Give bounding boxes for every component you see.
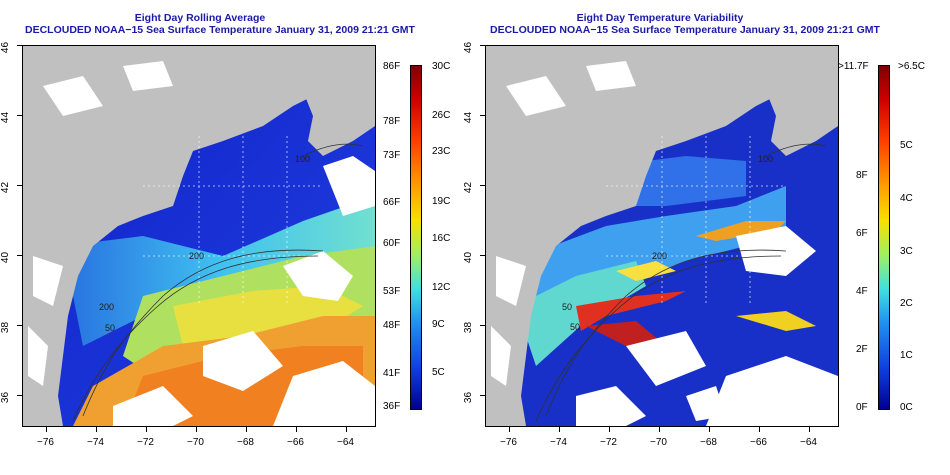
right-panel-title-line1: Eight Day Temperature Variability [576, 12, 744, 24]
right-cb-f-8: 8F [856, 170, 868, 181]
right-contour-label-100: 100 [758, 154, 773, 164]
right-x-tick-66: −66 [750, 437, 767, 448]
left-sst-map-image: 100 200 200 50 [23, 46, 375, 426]
right-y-tick-40: 40 [463, 251, 475, 264]
right-cb-f-2: 2F [856, 344, 868, 355]
right-contour-label-50b: 50 [570, 322, 580, 332]
left-cb-f-86: 86F [383, 61, 401, 72]
left-panel-title-line2: DECLOUDED NOAA−15 Sea Surface Temperatur… [25, 24, 415, 36]
right-x-tick-70: −70 [650, 437, 667, 448]
left-x-tick-64: −64 [337, 437, 354, 448]
right-variability-map: 100 200 50 50 [485, 45, 839, 427]
right-contour-label-200: 200 [652, 251, 667, 261]
right-y-tick-44: 44 [463, 111, 475, 124]
left-sst-map: 100 200 200 50 [22, 45, 376, 427]
right-cb-c-3: 3C [900, 246, 913, 257]
left-cb-f-66: 66F [383, 197, 401, 208]
left-y-tick-44: 44 [0, 111, 12, 124]
left-contour-label-50: 50 [105, 323, 115, 333]
right-y-tick-42: 42 [463, 181, 475, 194]
right-x-tick-64: −64 [800, 437, 817, 448]
left-cb-c-16: 16C [432, 233, 451, 244]
right-x-tick-76: −76 [500, 437, 517, 448]
right-y-tick-46: 46 [463, 41, 475, 54]
left-panel-title-line1: Eight Day Rolling Average [134, 12, 266, 24]
right-cb-c-0: 0C [900, 402, 913, 413]
left-x-tick-66: −66 [287, 437, 304, 448]
left-x-tick-70: −70 [187, 437, 204, 448]
right-contour-label-50: 50 [562, 302, 572, 312]
left-cb-c-30: 30C [432, 61, 451, 72]
right-cb-f-0: 0F [856, 402, 868, 413]
left-cb-c-19: 19C [432, 196, 451, 207]
left-y-tick-40: 40 [0, 251, 12, 264]
left-x-tick-68: −68 [237, 437, 254, 448]
right-y-tick-36: 36 [463, 391, 475, 404]
right-variability-map-image: 100 200 50 50 [486, 46, 838, 426]
right-x-tick-68: −68 [700, 437, 717, 448]
left-y-tick-46: 46 [0, 41, 12, 54]
right-cb-c-2: 2C [900, 298, 913, 309]
right-panel-title-line2: DECLOUDED NOAA−15 Sea Surface Temperatur… [490, 24, 880, 36]
left-y-tick-38: 38 [0, 321, 12, 334]
right-y-tick-38: 38 [463, 321, 475, 334]
left-cb-f-73: 73F [383, 150, 401, 161]
right-x-tick-74: −74 [550, 437, 567, 448]
left-cb-f-60: 60F [383, 238, 401, 249]
left-cb-f-36: 36F [383, 401, 401, 412]
left-cb-c-23: 23C [432, 146, 451, 157]
right-cb-c-1: 1C [900, 350, 913, 361]
left-x-tick-72: −72 [137, 437, 154, 448]
left-x-tick-76: −76 [37, 437, 54, 448]
left-cb-c-26: 26C [432, 110, 451, 121]
left-cb-f-48: 48F [383, 320, 401, 331]
left-x-tick-74: −74 [87, 437, 104, 448]
left-cb-f-41: 41F [383, 368, 401, 379]
left-cb-f-78: 78F [383, 116, 401, 127]
left-contour-label-200b: 200 [99, 302, 114, 312]
right-cb-f-4: 4F [856, 286, 868, 297]
left-contour-label-200: 200 [189, 251, 204, 261]
left-y-tick-36: 36 [0, 391, 12, 404]
right-cb-f-max: >11.7F [838, 61, 869, 72]
right-cb-f-6: 6F [856, 228, 868, 239]
left-cb-f-53: 53F [383, 286, 401, 297]
left-contour-label-100: 100 [295, 154, 310, 164]
right-cb-c-max: >6.5C [898, 61, 925, 72]
left-y-tick-42: 42 [0, 181, 12, 194]
left-cb-c-9: 9C [432, 319, 445, 330]
right-x-tick-72: −72 [600, 437, 617, 448]
right-cb-c-5: 5C [900, 140, 913, 151]
left-cb-c-5: 5C [432, 367, 445, 378]
left-cb-c-12: 12C [432, 282, 451, 293]
right-cb-c-4: 4C [900, 193, 913, 204]
